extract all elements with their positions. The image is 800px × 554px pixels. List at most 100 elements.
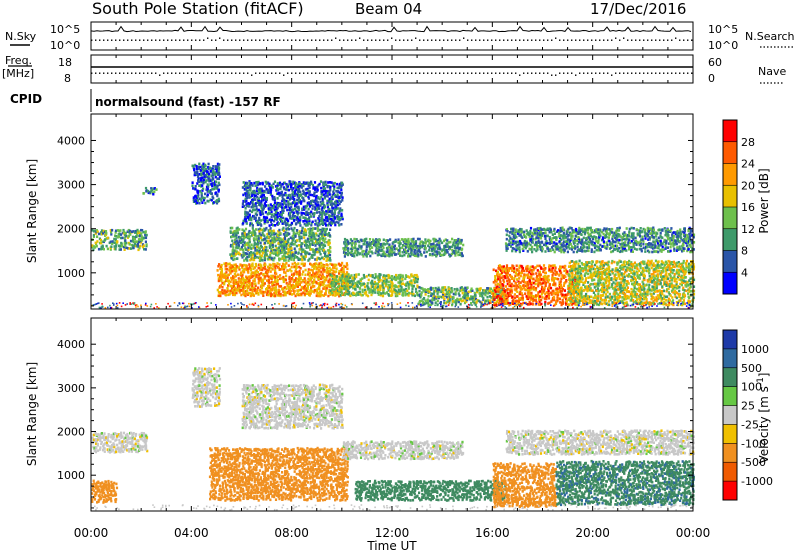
echo-cell — [93, 246, 97, 249]
echo-cell — [524, 267, 528, 270]
echo-cell — [285, 185, 288, 189]
echo-cell — [462, 296, 465, 299]
echo-cell — [266, 270, 270, 274]
echo-cell — [243, 204, 246, 208]
echo-cell — [267, 293, 270, 297]
echo-cell — [416, 244, 419, 248]
echo-cell — [229, 292, 232, 295]
echo-cell — [378, 246, 381, 249]
echo-cell — [201, 184, 204, 187]
echo-cell — [244, 233, 247, 237]
echo-cell — [399, 254, 402, 257]
echo-cell — [285, 244, 288, 248]
echo-cell — [558, 281, 561, 284]
echo-cell — [457, 242, 460, 246]
echo-cell — [132, 230, 135, 233]
echo-cell — [445, 292, 448, 296]
echo-cell — [547, 302, 550, 305]
echo-cell — [338, 182, 342, 186]
echo-cell — [207, 162, 210, 166]
echo-cell — [256, 238, 259, 241]
echo-cell — [298, 182, 301, 185]
echo-cell — [289, 242, 292, 246]
echo-cell — [290, 258, 293, 261]
echo-cell — [291, 235, 294, 238]
echo-cell — [307, 259, 310, 262]
echo-cell — [263, 220, 267, 223]
echo-cell — [303, 222, 306, 226]
echo-cell — [508, 284, 511, 288]
echo-cell — [301, 279, 305, 282]
echo-cell — [331, 272, 334, 276]
echo-cell — [327, 270, 330, 274]
echo-cell — [506, 282, 509, 286]
echo-cell — [562, 265, 565, 269]
echo-cell — [255, 219, 258, 223]
echo-cell — [407, 247, 410, 251]
echo-cell — [251, 282, 254, 285]
nsearch-point — [591, 39, 593, 41]
echo-cell — [266, 249, 269, 252]
freq-label-line1: Freq. — [5, 54, 32, 67]
echo-cell — [300, 247, 303, 251]
echo-cell — [413, 250, 416, 254]
echo-cell — [94, 232, 97, 235]
echo-cell — [436, 243, 439, 246]
echo-cell — [199, 190, 202, 193]
echo-cell — [299, 224, 302, 227]
echo-cell — [252, 251, 255, 255]
echo-cell — [279, 292, 282, 296]
echo-cell — [265, 216, 269, 219]
echo-cell — [233, 257, 236, 261]
echo-cell — [257, 199, 260, 202]
nsearch-point — [671, 39, 673, 41]
echo-cell — [456, 288, 459, 292]
echo-cell — [496, 285, 499, 289]
echo-cell — [377, 285, 380, 288]
echo-cell — [276, 223, 279, 226]
echo-cell — [260, 265, 263, 269]
echo-cell — [274, 269, 277, 272]
echo-cell — [536, 269, 539, 272]
echo-cell — [282, 264, 285, 267]
echo-cell — [117, 235, 121, 238]
echo-cell — [306, 237, 309, 241]
echo-cell — [299, 185, 302, 188]
echo-cell — [316, 238, 319, 242]
echo-cell — [490, 296, 493, 299]
echo-cell — [126, 247, 130, 250]
echo-cell — [329, 223, 332, 227]
echo-cell — [559, 285, 563, 289]
echo-cell — [437, 286, 440, 290]
echo-cell — [291, 197, 294, 200]
echo-cell — [304, 242, 307, 245]
echo-cell — [254, 202, 257, 205]
echo-cell — [330, 222, 333, 225]
echo-cell — [423, 290, 426, 293]
echo-cell — [206, 187, 209, 191]
nsearch-point — [571, 39, 573, 41]
echo-cell — [423, 251, 426, 254]
echo-cell — [518, 297, 521, 301]
nsearch-point — [239, 39, 241, 41]
echo-cell — [315, 196, 318, 199]
echo-cell — [143, 247, 146, 251]
echo-cell — [544, 267, 547, 270]
echo-cell — [255, 221, 258, 224]
echo-cell — [436, 250, 439, 253]
echo-cell — [295, 188, 298, 191]
echo-cell — [276, 215, 279, 219]
echo-cell — [293, 265, 296, 268]
echo-cell — [312, 233, 315, 236]
echo-cell — [407, 275, 410, 278]
echo-cell — [234, 286, 237, 290]
echo-cell — [322, 186, 325, 190]
echo-cell — [306, 287, 309, 290]
nave-tick-bottom: 0 — [708, 72, 715, 85]
echo-cell — [324, 292, 327, 295]
echo-cell — [500, 285, 503, 289]
echo-cell — [194, 187, 197, 191]
echo-cell — [391, 248, 394, 251]
nsearch-point — [547, 39, 549, 41]
echo-cell — [313, 191, 316, 195]
